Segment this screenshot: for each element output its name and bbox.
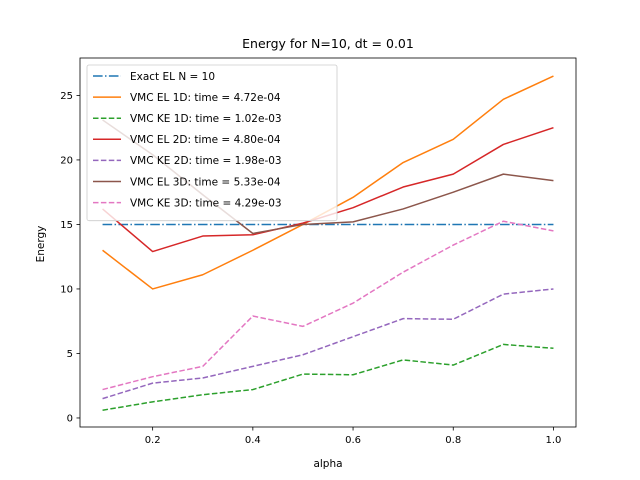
x-tick-label: 0.2: [145, 435, 161, 446]
plot-frame: [79, 57, 577, 428]
series-line-7: [102, 220, 554, 391]
x-tick-label: 1.0: [546, 435, 562, 446]
y-tick-label: 0: [67, 413, 73, 424]
x-tick-label: 0.6: [345, 435, 361, 446]
legend-label-1: Exact EL N = 10: [130, 71, 215, 83]
legend-label-5: VMC KE 2D: time = 1.98e-03: [130, 155, 282, 167]
y-tick-label: 15: [60, 220, 73, 231]
legend-label-2: VMC EL 1D: time = 4.72e-04: [130, 92, 281, 104]
legend-label-6: VMC EL 3D: time = 5.33e-04: [130, 176, 281, 188]
legend-label-4: VMC EL 2D: time = 4.80e-04: [130, 134, 281, 146]
y-tick-label: 5: [67, 349, 73, 360]
y-tick-label: 10: [60, 284, 73, 295]
series-line-5: [102, 288, 554, 400]
x-axis-label: alpha: [313, 458, 342, 470]
legend: Exact EL N = 10 VMC EL 1D: time = 4.72e-0…: [86, 64, 338, 222]
axes-group: 0.2 0.4 0.6 0.8 1.0 0 5 10 15 20 25: [60, 57, 577, 446]
legend-label-3: VMC KE 1D: time = 1.02e-03: [130, 113, 282, 125]
series-line-3: [102, 343, 554, 411]
legend-label-7: VMC KE 3D: time = 4.29e-03: [130, 197, 282, 209]
y-tick-label: 20: [60, 155, 73, 166]
x-tick-label: 0.4: [245, 435, 261, 446]
y-axis-label: Energy: [35, 226, 47, 263]
chart-title: Energy for N=10, dt = 0.01: [242, 36, 414, 51]
y-tick-label: 25: [60, 91, 73, 102]
legend-box: [86, 64, 338, 222]
x-tick-label: 0.8: [445, 435, 461, 446]
